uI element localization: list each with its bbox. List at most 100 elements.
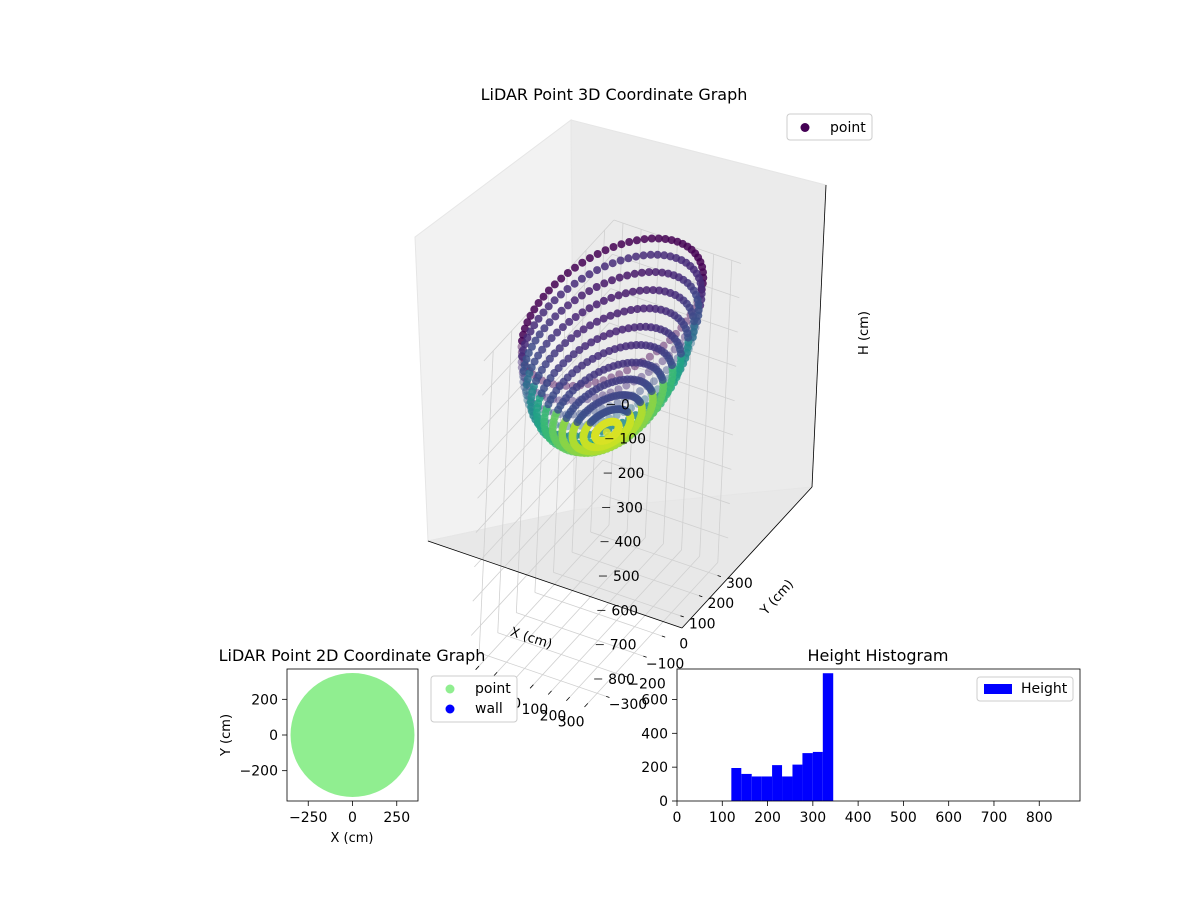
point-3d (530, 321, 539, 330)
z-tick-label-3d: 500 (613, 569, 640, 585)
point-3d (624, 254, 633, 263)
point-3d (547, 334, 556, 343)
point-3d (561, 339, 570, 348)
grid-line-z-right (601, 494, 729, 539)
point-3d (640, 235, 649, 244)
point-3d (530, 305, 539, 314)
point-3d (567, 334, 576, 343)
point-3d (630, 269, 639, 278)
point-3d (632, 236, 641, 245)
histogram-bar (761, 776, 773, 801)
point-3d (545, 318, 554, 327)
chart-title-3d: LiDAR Point 3D Coordinate Graph (481, 85, 748, 104)
point-3d (593, 335, 602, 344)
point-3d (558, 323, 567, 332)
point-3d (549, 380, 558, 389)
point-3d (569, 350, 578, 359)
point-3d (539, 308, 548, 317)
point-3d (618, 325, 627, 334)
point-3d (636, 387, 644, 396)
point-3d (621, 289, 630, 298)
x-tick-3d (566, 696, 570, 702)
point-3d (550, 349, 559, 358)
point-3d (571, 263, 579, 272)
grid-line-z-right (602, 459, 730, 505)
z-tick-label-3d: 800 (608, 672, 635, 688)
grid-line-x-back (699, 254, 715, 557)
point-3d (645, 304, 654, 313)
grid-line-y-floor (590, 531, 718, 576)
point-3d (542, 339, 551, 348)
histogram-bar (731, 768, 742, 801)
point-3d (520, 340, 529, 349)
point-3d (526, 327, 535, 336)
point-3d (551, 312, 560, 321)
histogram-bar (822, 673, 834, 801)
x-tick-3d (547, 690, 552, 695)
point-3d (628, 287, 637, 296)
point-3d (550, 280, 559, 289)
point-3d (600, 279, 609, 288)
point-3d (585, 270, 594, 279)
point-3d (601, 246, 610, 255)
point-3d (599, 296, 608, 305)
x-tick-3d (493, 672, 498, 677)
point-3d (585, 254, 594, 263)
x-tick-label-hist: 800 (1026, 810, 1053, 826)
z-tick-label-3d: 200 (618, 466, 645, 482)
grid-line-z-left (470, 494, 602, 636)
legend-2d: point wall (430, 675, 518, 723)
y-tick-label-2d: −200 (240, 764, 278, 780)
y-tick-label-hist: 0 (659, 794, 668, 810)
point-3d (609, 362, 618, 371)
point-3d (550, 296, 559, 305)
z-tick-label-3d: 300 (616, 500, 643, 516)
chart-title-2d: LiDAR Point 2D Coordinate Graph (219, 646, 486, 665)
grid-line-y-back (497, 330, 513, 633)
point-3d (639, 304, 648, 313)
point-3d (615, 273, 624, 282)
point-3d (585, 287, 594, 296)
y-tick-label-3d: 300 (726, 576, 753, 592)
histogram-bar (792, 764, 803, 801)
point-3d (606, 311, 615, 320)
point-3d (570, 296, 579, 305)
point-3d (531, 336, 540, 345)
grid-line-y-floor (516, 612, 644, 657)
point-3d (575, 346, 584, 354)
point-3d (626, 306, 635, 314)
x-tick-label-hist: 300 (799, 810, 826, 826)
point-3d (559, 359, 568, 368)
point-3d (658, 268, 667, 277)
grid-line-x-back (717, 260, 733, 563)
point-3d (557, 274, 566, 283)
point-3d (592, 300, 601, 309)
legend-marker-point-3d (800, 123, 810, 132)
z-tick-label-3d: 100 (619, 432, 646, 448)
point-3d (564, 301, 572, 310)
point-3d (658, 357, 667, 366)
point-3d (613, 309, 622, 318)
x-tick-label-2d: 0 (348, 810, 357, 826)
x-tick-label-hist: 400 (845, 810, 872, 826)
point-3d (614, 291, 623, 300)
bowl-points (517, 234, 708, 458)
x-tick-label-2d: 250 (383, 810, 410, 826)
point-3d (534, 351, 543, 360)
point-3d (608, 259, 617, 268)
point-3d (617, 240, 626, 249)
z-tick-label-3d: 0 (621, 397, 630, 413)
ticks-2d: −250 0 250 200 0 −200 (240, 692, 411, 826)
x-tick-label-hist: 700 (981, 810, 1008, 826)
point-3d (623, 366, 632, 375)
point-3d (578, 258, 587, 267)
y-axis-label-2d: Y (cm) (219, 714, 234, 757)
point-3d (527, 363, 536, 372)
point-3d (620, 307, 629, 316)
x-tick-3d (529, 684, 534, 689)
legend-label-height: Height (1021, 681, 1068, 697)
point-3d (637, 268, 646, 277)
x-tick-label-3d: 200 (540, 708, 567, 724)
